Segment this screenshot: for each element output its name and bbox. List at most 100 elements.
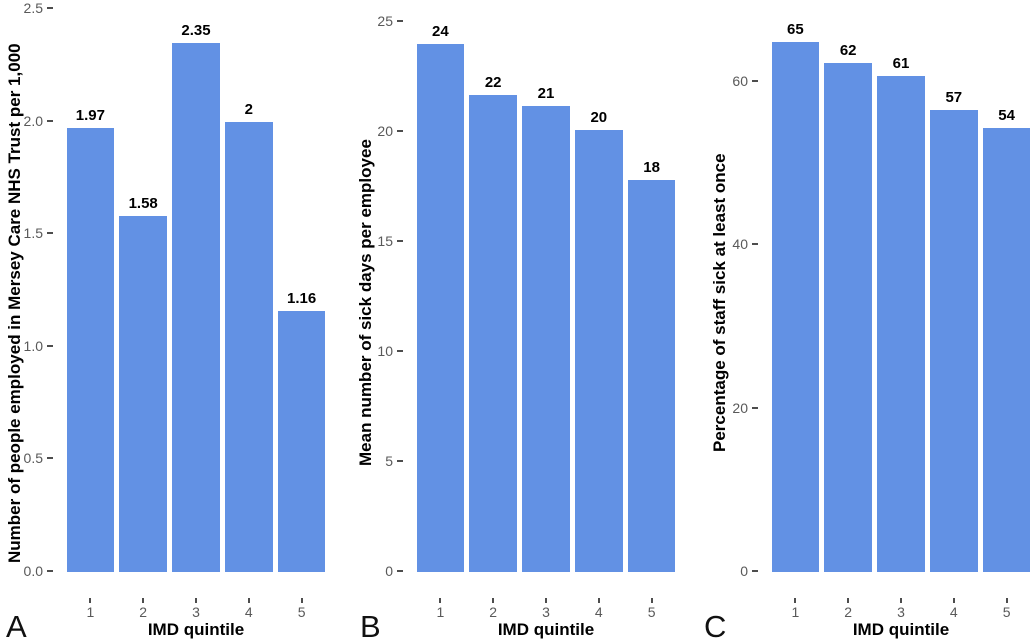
y-tick-label: 2.0	[23, 112, 43, 129]
x-tick-label: 5	[647, 604, 656, 620]
x-tick-label: 4	[949, 604, 958, 620]
y-tick-mark	[752, 80, 758, 82]
x-tick-label: 3	[897, 604, 905, 620]
y-tick-mark	[752, 243, 758, 246]
y-tick-mark	[397, 460, 403, 462]
bar	[277, 310, 326, 572]
plot-area: 65 62 61 57 54	[688, 0, 1033, 644]
x-tick-label: 2	[489, 604, 498, 620]
y-tick-label: 0	[740, 563, 748, 579]
x-tick-label: 2	[139, 604, 148, 620]
y-tick-label: 10	[377, 343, 393, 359]
x-axis: 1 2 3 4 5	[344, 0, 688, 644]
x-tick-label: 1	[86, 604, 95, 620]
panel-letter: B	[360, 609, 381, 644]
x-tick-label: 2	[844, 604, 853, 620]
bar	[771, 41, 820, 572]
plot-area: 1.97 1.58 2.35 2 1.16	[0, 0, 344, 644]
y-tick-mark	[397, 130, 403, 132]
x-tick-mark	[300, 598, 303, 603]
x-tick-label: 3	[542, 604, 550, 620]
y-tick-label: 25	[377, 13, 393, 29]
y-tick-mark	[47, 7, 53, 9]
x-tick-mark	[952, 598, 955, 603]
x-axis: 1 2 3 4 5	[688, 0, 1033, 644]
y-tick-label: 60	[732, 73, 748, 89]
y-tick-mark	[397, 570, 403, 572]
bar-value-label: 2.35	[181, 21, 211, 39]
panel-letter: A	[6, 609, 27, 644]
panel-letter: C	[704, 609, 727, 644]
bar-value-label: 20	[590, 108, 608, 126]
x-axis: 1 2 3 4 5	[0, 0, 344, 644]
x-axis-title: IMD quintile	[852, 620, 950, 639]
bar-value-label: 2	[244, 100, 253, 118]
x-tick-mark	[195, 598, 197, 603]
bar	[416, 44, 465, 572]
bar-value-label: 1.97	[75, 107, 105, 125]
y-tick-label: 5	[385, 453, 393, 469]
plot-area: 24 22 21 20 18	[344, 0, 688, 644]
bar	[66, 128, 115, 572]
chart-panel-a: Number of people employed in Mersey Care…	[0, 0, 344, 644]
x-tick-mark	[650, 598, 653, 603]
x-tick-mark	[492, 598, 495, 603]
bar-value-label: 61	[892, 55, 910, 73]
bar	[469, 94, 517, 572]
x-tick-label: 4	[244, 604, 253, 620]
y-tick-mark	[752, 570, 758, 572]
y-tick-mark	[397, 20, 403, 22]
bar	[824, 63, 872, 572]
bar-value-label: 21	[537, 84, 555, 102]
y-axis: 0.0 0.5 1.0 1.5 2.0 2.5	[0, 0, 344, 644]
y-tick-mark	[397, 350, 403, 352]
bar	[575, 129, 623, 572]
bar-value-label: 22	[484, 73, 502, 91]
bar-value-label: 54	[998, 106, 1015, 124]
x-tick-mark	[847, 598, 850, 603]
x-axis-title: IMD quintile	[497, 620, 595, 639]
y-tick-mark	[397, 240, 403, 242]
x-tick-label: 1	[436, 604, 445, 620]
x-tick-label: 4	[594, 604, 603, 620]
y-tick-mark	[752, 406, 758, 409]
y-tick-label: 1.0	[23, 337, 43, 354]
bar-value-label: 65	[787, 20, 804, 38]
x-tick-mark	[89, 598, 92, 603]
bar-value-label: 57	[945, 88, 963, 106]
y-tick-label: 0.0	[23, 563, 43, 579]
y-tick-label: 40	[732, 236, 748, 253]
y-tick-label: 15	[377, 233, 393, 249]
bar-value-label: 18	[643, 159, 660, 177]
chart-panel-c: Percentage of staff sick at least once 0…	[688, 0, 1033, 644]
bar	[627, 180, 676, 572]
y-tick-label: 0	[385, 563, 393, 579]
x-tick-mark	[794, 598, 797, 603]
bar	[225, 121, 273, 572]
bar	[119, 216, 167, 572]
bar-value-label: 1.16	[286, 289, 317, 307]
x-tick-label: 5	[1002, 604, 1011, 620]
x-tick-mark	[439, 598, 442, 603]
bar	[522, 105, 570, 572]
x-tick-label: 3	[192, 604, 200, 620]
x-tick-mark	[1005, 598, 1008, 603]
bar-value-label: 62	[839, 42, 857, 60]
x-tick-label: 5	[297, 604, 306, 620]
bar	[930, 109, 978, 572]
y-axis: 0 5 10 15 20 25	[344, 0, 688, 644]
x-tick-label: 1	[791, 604, 800, 620]
x-tick-mark	[597, 598, 600, 603]
bar	[982, 127, 1031, 572]
y-tick-mark	[47, 119, 53, 122]
y-tick-label: 20	[732, 399, 748, 416]
y-tick-mark	[47, 570, 53, 572]
y-tick-label: 1.5	[23, 225, 43, 242]
bar	[877, 76, 925, 572]
x-tick-mark	[247, 598, 250, 603]
x-tick-mark	[545, 598, 547, 603]
bar-value-label: 24	[432, 23, 449, 40]
bar	[172, 42, 220, 572]
